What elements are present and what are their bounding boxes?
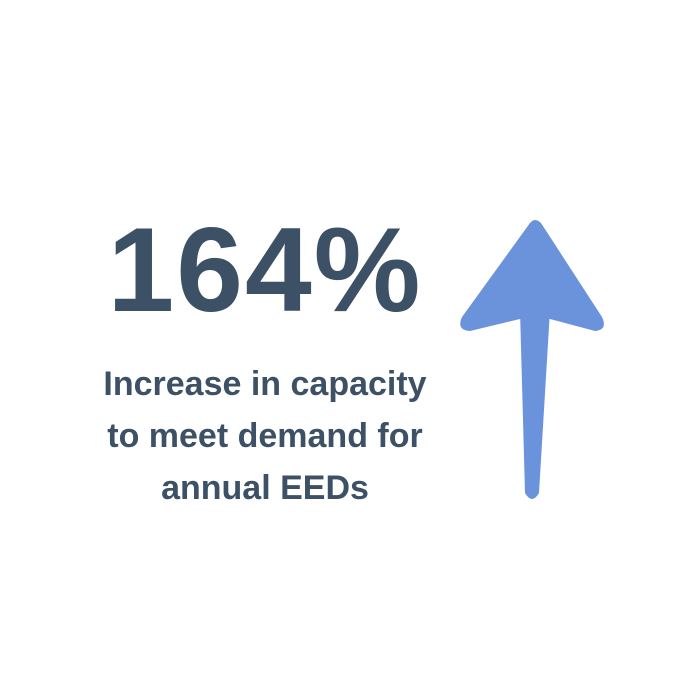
stat-caption-line-2: to meet demand for bbox=[107, 417, 423, 455]
stat-caption-line-3: annual EEDs bbox=[161, 469, 369, 507]
stat-caption-line-1: Increase in capacity bbox=[103, 365, 427, 403]
arrow-up-icon bbox=[460, 220, 604, 499]
stat-caption: Increase in capacity to meet demand for … bbox=[80, 358, 450, 514]
stat-value: 164% bbox=[107, 203, 423, 337]
